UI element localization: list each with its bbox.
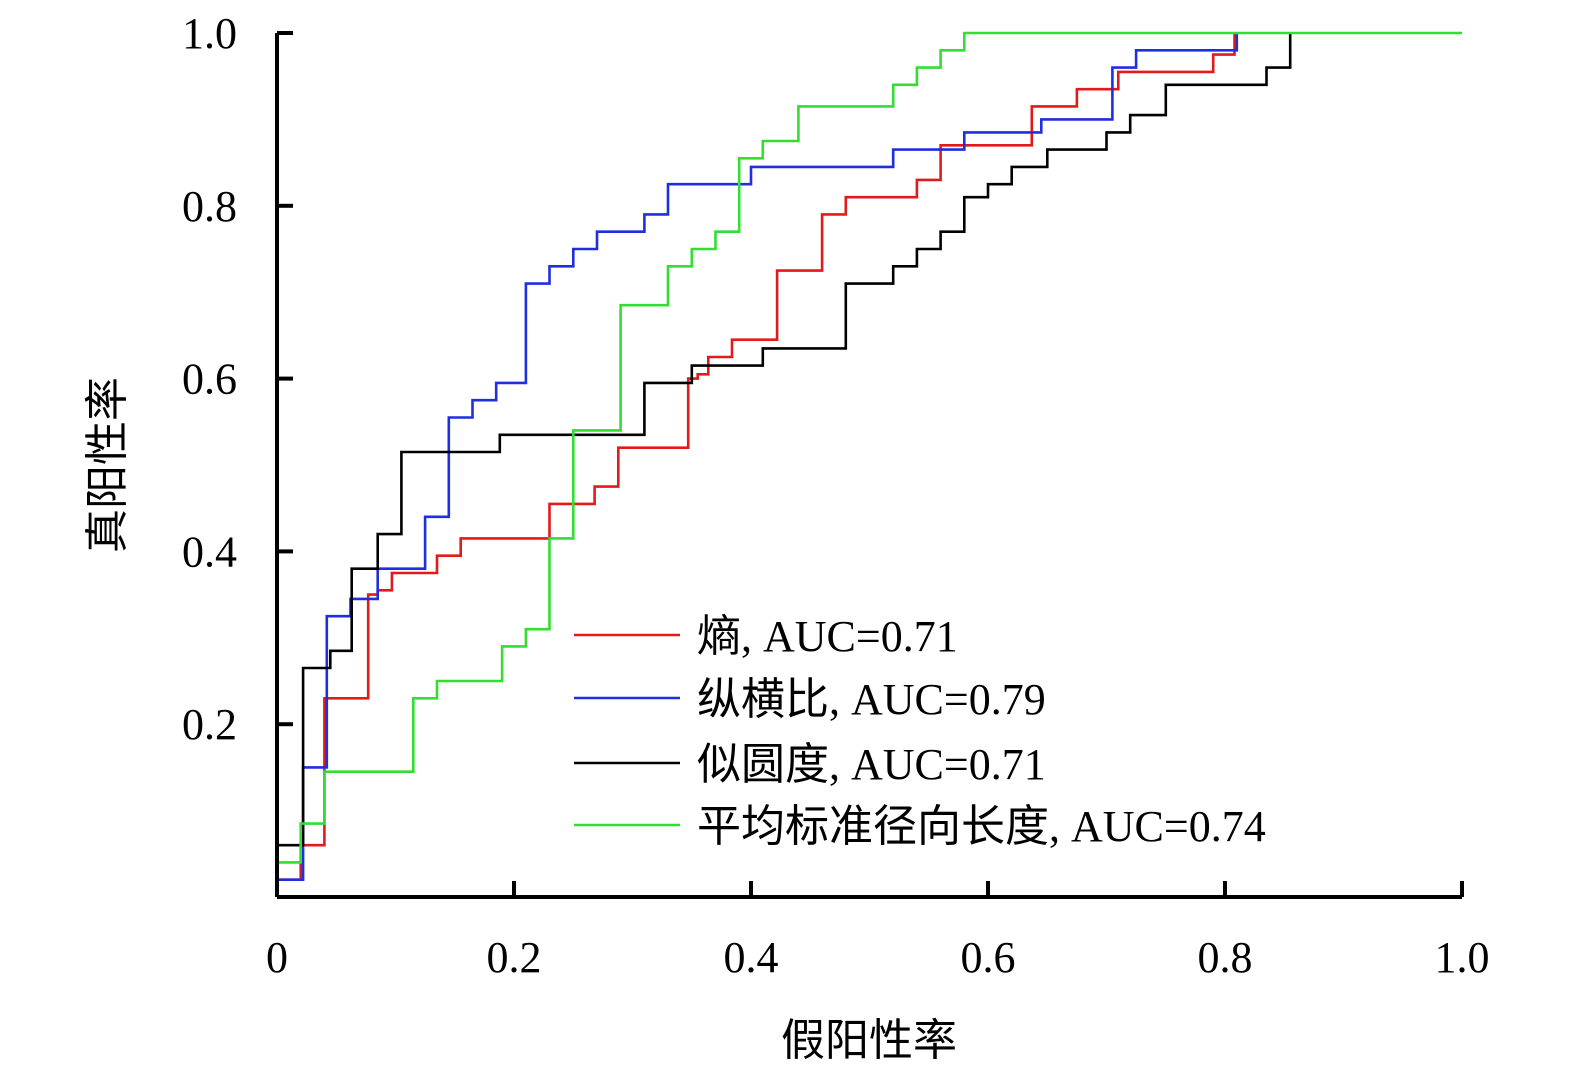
legend-label: 似圆度, AUC=0.71 xyxy=(697,740,1046,789)
y-tick-label: 0.8 xyxy=(182,182,237,231)
series-line-2 xyxy=(277,33,1239,882)
y-axis-title: 真阳性率 xyxy=(82,377,133,553)
x-tick-label: 0.2 xyxy=(487,933,542,982)
series-layer xyxy=(275,31,1462,882)
x-tick-label: 0.8 xyxy=(1198,933,1253,982)
x-tick-label: 1.0 xyxy=(1435,933,1490,982)
y-tick-label: 1.0 xyxy=(182,9,237,58)
series-line-4 xyxy=(275,31,1462,880)
legend: 熵, AUC=0.71 纵横比, AUC=0.79 似圆度, AUC=0.71 平均标… xyxy=(574,612,1266,851)
x-ticks: 0 0.2 0.4 0.6 0.8 1.0 xyxy=(266,881,1490,982)
y-tick-label: 0.2 xyxy=(182,700,237,749)
legend-label: 平均标准径向长度, AUC=0.74 xyxy=(697,802,1266,851)
x-tick-label: 0.6 xyxy=(961,933,1016,982)
legend-label: 纵横比, AUC=0.79 xyxy=(697,675,1046,724)
y-tick-label: 0.6 xyxy=(182,355,237,404)
y-tick-label: 0.4 xyxy=(182,527,237,576)
y-ticks: 0.2 0.4 0.6 0.8 1.0 xyxy=(182,9,293,749)
axes xyxy=(275,33,1462,899)
x-axis-title: 假阳性率 xyxy=(781,1015,957,1066)
x-tick-label: 0 xyxy=(266,933,288,982)
series-line-3 xyxy=(277,33,1292,847)
legend-label: 熵, AUC=0.71 xyxy=(697,612,958,661)
x-tick-label: 0.4 xyxy=(724,933,779,982)
